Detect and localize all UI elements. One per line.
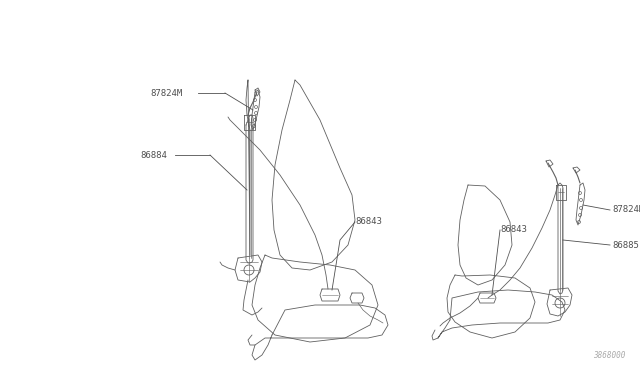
- Text: 87824M: 87824M: [612, 205, 640, 215]
- Text: 86843: 86843: [500, 225, 527, 234]
- Text: 87824M: 87824M: [150, 89, 182, 97]
- Text: 86884: 86884: [140, 151, 167, 160]
- Text: 86885: 86885: [612, 241, 639, 250]
- Text: 3868000: 3868000: [593, 351, 625, 360]
- Text: 86843: 86843: [355, 218, 382, 227]
